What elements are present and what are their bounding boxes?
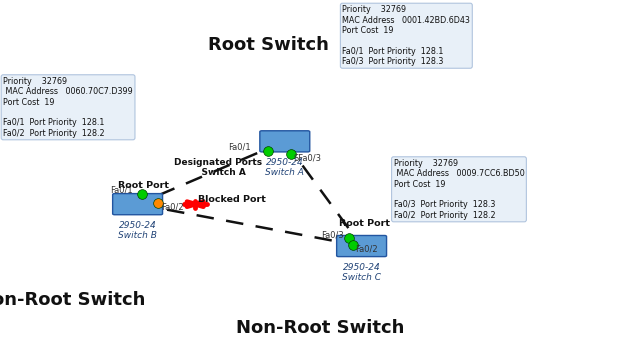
Text: Non-Root Switch: Non-Root Switch xyxy=(236,319,404,337)
FancyBboxPatch shape xyxy=(337,236,387,257)
Text: Root Port: Root Port xyxy=(118,181,170,190)
Text: Fa0/1: Fa0/1 xyxy=(228,142,251,151)
Text: Fa0/2: Fa0/2 xyxy=(161,202,184,211)
Text: 2950-24
Switch A: 2950-24 Switch A xyxy=(266,158,304,177)
Text: Fa0/1: Fa0/1 xyxy=(110,186,132,195)
Text: 2950-24
Switch B: 2950-24 Switch B xyxy=(118,221,157,240)
Text: Non-Root Switch: Non-Root Switch xyxy=(0,291,145,309)
Text: Fa0/2: Fa0/2 xyxy=(355,245,378,254)
Text: SFa0/3: SFa0/3 xyxy=(293,153,321,162)
FancyBboxPatch shape xyxy=(113,194,163,215)
Text: Blocked Port: Blocked Port xyxy=(198,195,266,204)
Text: Priority    32769
 MAC Address   0009.7CC6.BD50
Port Cost  19

Fa0/3  Port Prior: Priority 32769 MAC Address 0009.7CC6.BD5… xyxy=(394,159,524,220)
Text: Designated Ports
    Switch A: Designated Ports Switch A xyxy=(173,158,262,177)
Text: Root Port: Root Port xyxy=(339,219,390,228)
Text: 2950-24
Switch C: 2950-24 Switch C xyxy=(342,262,381,282)
Text: Priority    32769
MAC Address   0001.42BD.6D43
Port Cost  19

Fa0/1  Port Priori: Priority 32769 MAC Address 0001.42BD.6D4… xyxy=(342,5,470,66)
Text: Fa0/3: Fa0/3 xyxy=(321,230,344,239)
Text: Priority    32769
 MAC Address   0060.70C7.D399
Port Cost  19

Fa0/1  Port Prior: Priority 32769 MAC Address 0060.70C7.D39… xyxy=(3,77,133,138)
Text: Root Switch: Root Switch xyxy=(209,36,329,54)
FancyBboxPatch shape xyxy=(260,131,310,152)
